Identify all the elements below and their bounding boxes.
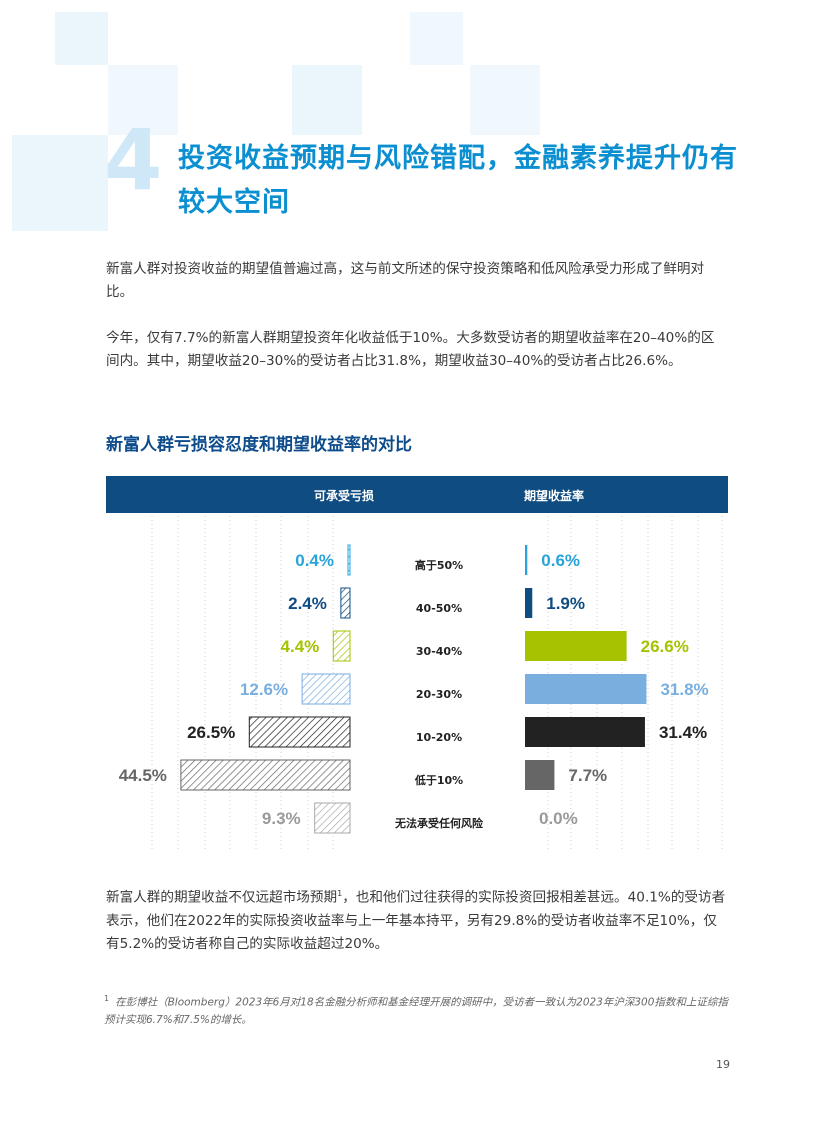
- decorative-square: [108, 65, 178, 135]
- return-value-label: 0.0%: [539, 809, 578, 828]
- category-label: 无法承受任何风险: [394, 816, 484, 830]
- loss-value-label: 44.5%: [119, 766, 167, 785]
- footnote-reference[interactable]: 1: [337, 889, 343, 898]
- loss-value-label: 0.4%: [295, 551, 334, 570]
- loss-bar: [332, 630, 351, 662]
- decorative-square: [470, 65, 540, 135]
- section-heading: 投资收益预期与风险错配，金融素养提升仍有较大空间: [178, 143, 738, 218]
- loss-value-label: 4.4%: [281, 637, 320, 656]
- return-value-label: 26.6%: [641, 637, 689, 656]
- return-bar: [525, 674, 647, 704]
- paragraph-actual-returns: 新富人群的期望收益不仅远超市场预期1，也和他们过往获得的实际投资回报相差甚远。4…: [106, 882, 728, 956]
- loss-value-label: 12.6%: [240, 680, 288, 699]
- paragraph-expectations: 今年，仅有7.7%的新富人群期望投资年化收益低于10%。大多数受访者的期望收益率…: [106, 330, 715, 369]
- decorative-square: [12, 135, 108, 231]
- category-label: 30-40%: [416, 645, 462, 658]
- loss-bar: [347, 544, 351, 576]
- loss-value-label: 9.3%: [262, 809, 301, 828]
- paragraph-text-end: ，也和他们过往获得的实际投资回报相差甚远。40.1%的受访者表示，他们在2022…: [106, 889, 726, 952]
- return-value-label: 0.6%: [541, 551, 580, 570]
- loss-bar: [340, 587, 351, 619]
- return-value-label: 31.4%: [659, 723, 707, 742]
- header-expected-return: 期望收益率: [524, 489, 585, 503]
- loss-bar: [301, 673, 351, 705]
- decorative-square: [410, 12, 463, 65]
- loss-bar: [180, 759, 351, 791]
- return-value-label: 1.9%: [546, 594, 585, 613]
- category-label: 40-50%: [416, 602, 462, 615]
- loss-bar: [314, 802, 351, 834]
- return-bar: [525, 631, 627, 661]
- return-value-label: 7.7%: [568, 766, 607, 785]
- return-bar: [525, 545, 528, 575]
- chart-header: 可承受亏损 期望收益率: [106, 476, 728, 513]
- section-number: 4: [104, 111, 163, 209]
- decorative-square: [55, 12, 108, 65]
- loss-value-label: 26.5%: [187, 723, 235, 742]
- return-bar: [525, 717, 645, 747]
- return-bar: [525, 588, 533, 618]
- footnote-text: 在彭博社（Bloomberg）2023年6月对18名金融分析师和基金经理开展的调…: [104, 996, 728, 1026]
- loss-bar: [248, 716, 351, 748]
- decorative-square: [292, 65, 362, 135]
- category-label: 低于10%: [414, 773, 463, 787]
- category-label: 高于50%: [415, 558, 463, 572]
- category-label: 20-30%: [416, 688, 462, 701]
- page-number: 19: [716, 1058, 730, 1071]
- paragraph-text-start: 新富人群的期望收益不仅远超市场预期: [106, 889, 338, 906]
- footnote-mark: 1: [104, 994, 110, 1003]
- footnote: 1 在彭博社（Bloomberg）2023年6月对18名金融分析师和基金经理开展的…: [104, 990, 734, 1029]
- paragraph-intro: 新富人群对投资收益的期望值普遍过高，这与前文所述的保守投资策略和低风险承受力形成…: [106, 261, 705, 300]
- return-value-label: 31.8%: [660, 680, 708, 699]
- return-bar: [525, 760, 555, 790]
- header-loss-tolerance: 可承受亏损: [314, 489, 375, 503]
- chart-title: 新富人群亏损容忍度和期望收益率的对比: [106, 435, 412, 455]
- loss-value-label: 2.4%: [288, 594, 327, 613]
- category-label: 10-20%: [416, 731, 462, 744]
